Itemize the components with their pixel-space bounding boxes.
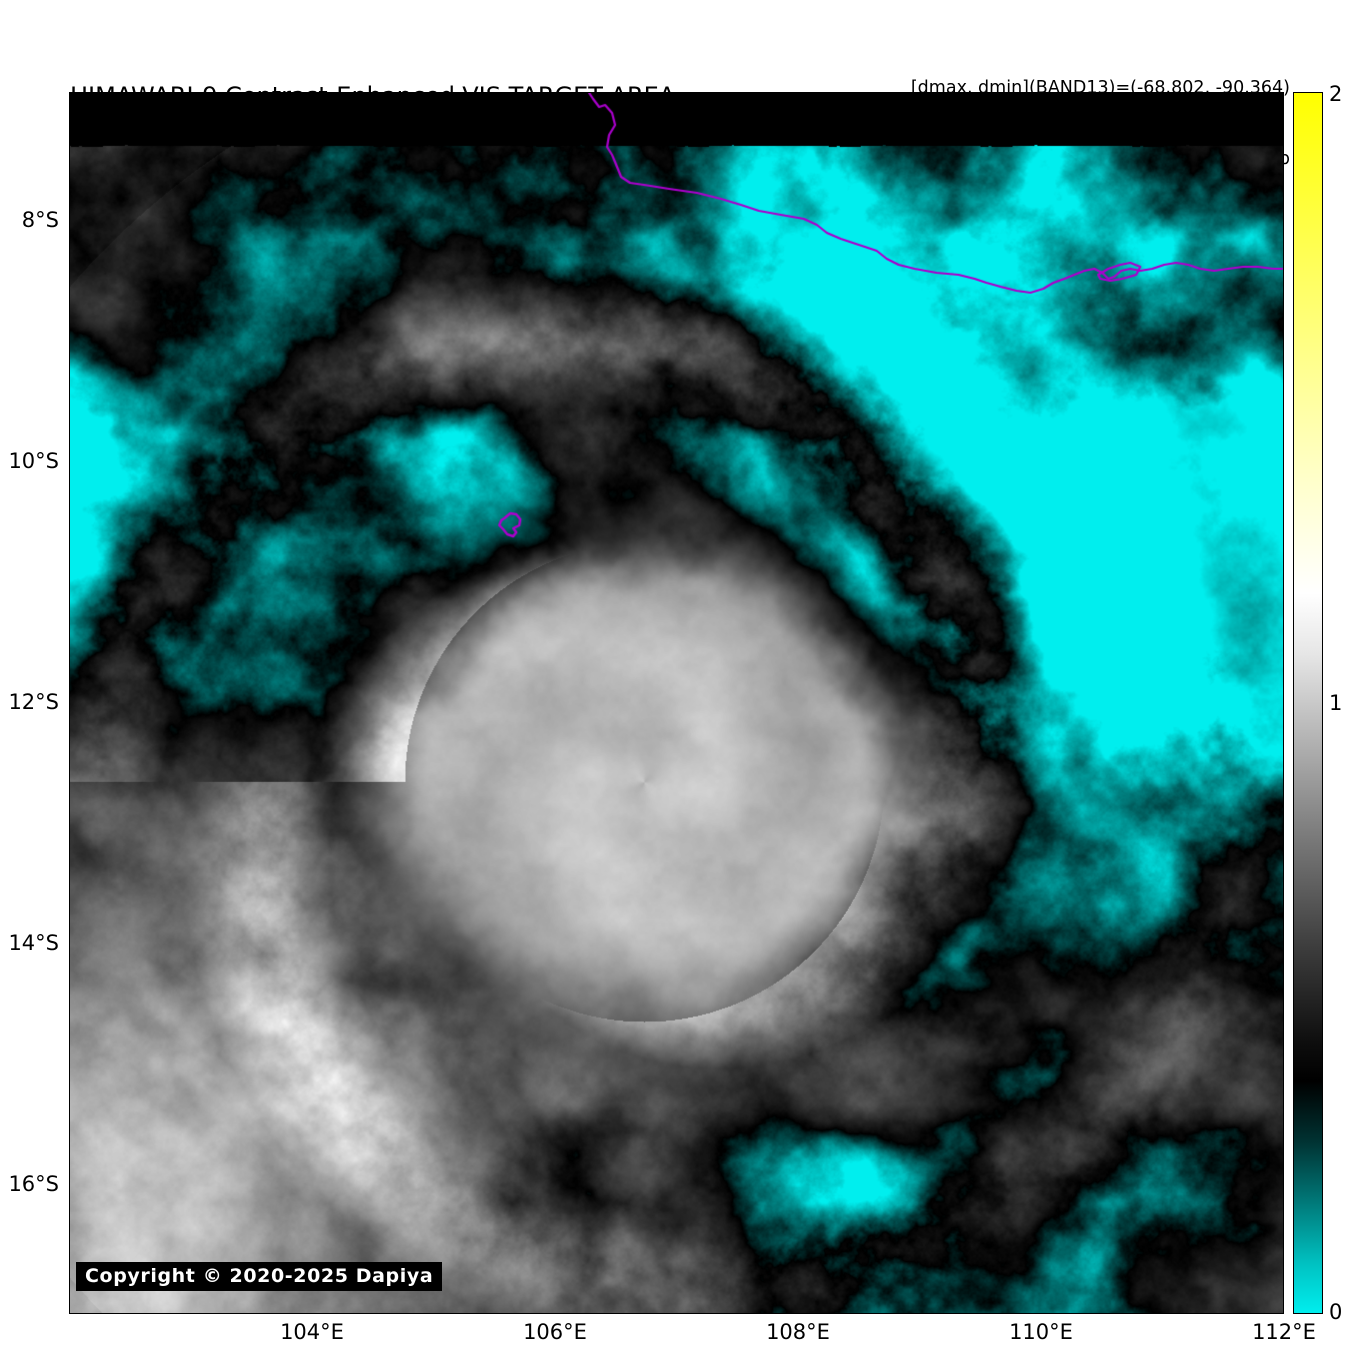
colorbar-tick-2: 2 <box>1329 82 1343 106</box>
ytick-label-2: 12°S <box>8 690 59 714</box>
colorbar[interactable] <box>1293 92 1323 1314</box>
xtick-label-4: 112°E <box>1252 1320 1316 1344</box>
satellite-imagery-canvas <box>70 93 1283 1313</box>
ytick-label-3: 14°S <box>8 931 59 955</box>
copyright-watermark: Copyright © 2020-2025 Dapiya <box>76 1262 443 1291</box>
colorbar-tick-1: 1 <box>1329 691 1343 715</box>
xtick-label-1: 106°E <box>523 1320 587 1344</box>
ytick-label-4: 16°S <box>8 1172 59 1196</box>
colorbar-tick-0: 0 <box>1329 1300 1343 1324</box>
xtick-label-0: 104°E <box>280 1320 344 1344</box>
satellite-image-panel[interactable]: Copyright © 2020-2025 Dapiya <box>69 92 1284 1314</box>
ytick-label-0: 8°S <box>21 208 59 232</box>
ytick-label-1: 10°S <box>8 449 59 473</box>
xtick-label-3: 110°E <box>1009 1320 1073 1344</box>
xtick-label-2: 108°E <box>766 1320 830 1344</box>
